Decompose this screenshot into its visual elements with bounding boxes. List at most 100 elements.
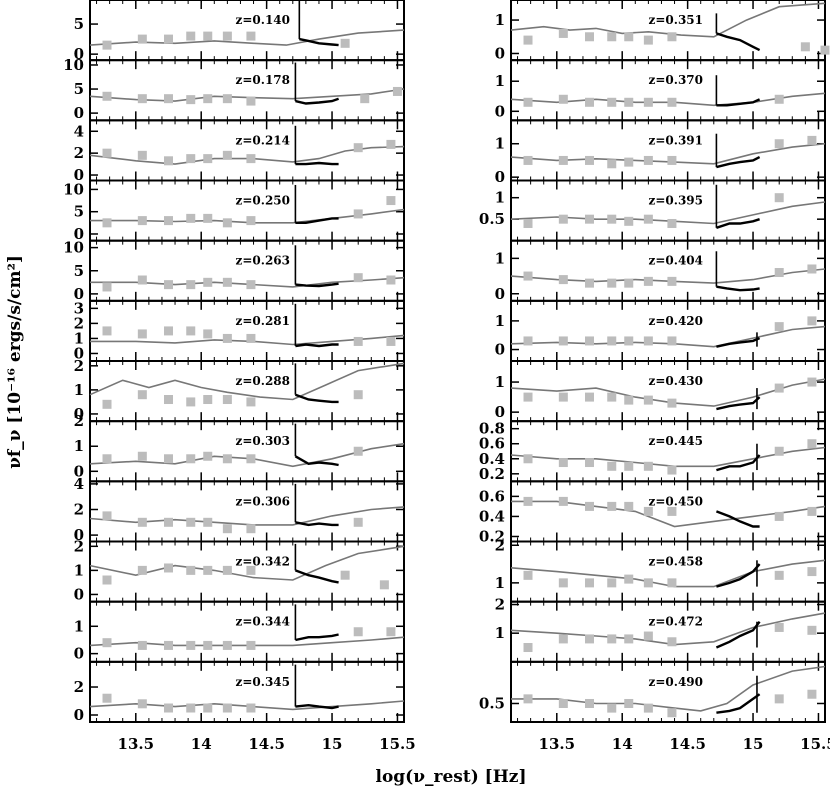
sed-panel: 0 1 z=0.420	[495, 299, 826, 363]
y-tick-label: 0.8	[479, 420, 505, 438]
spectrum-line	[295, 282, 339, 288]
photometry-point	[137, 94, 147, 104]
photometry-point	[203, 31, 213, 41]
photometry-point	[164, 703, 173, 713]
spectrum-line	[295, 217, 339, 224]
panel-frame	[510, 59, 826, 122]
photometry-point	[523, 694, 533, 704]
photometry-point	[102, 638, 112, 648]
redshift-label: z=0.345	[236, 675, 290, 689]
y-tick-label: 0.4	[479, 450, 505, 468]
y-tick-label: 2	[74, 144, 84, 162]
photometry-point	[624, 395, 634, 405]
photometry-point	[624, 336, 634, 346]
spectrum-line	[294, 569, 339, 584]
redshift-label: z=0.490	[649, 675, 703, 689]
photometry-point	[643, 461, 653, 471]
photometry-point	[353, 390, 363, 400]
photometry-point	[246, 154, 256, 164]
photometry-point	[667, 97, 677, 107]
photometry-point	[186, 280, 196, 290]
photometry-point	[246, 216, 256, 226]
photometry-point	[353, 627, 363, 637]
photometry-point	[246, 280, 256, 290]
redshift-label: z=0.140	[236, 13, 290, 27]
photometry-point	[164, 216, 173, 226]
photometry-point	[667, 398, 677, 408]
model-curve	[89, 545, 405, 581]
y-tick-label: 1	[74, 561, 84, 579]
sed-panel: 1 2 z=0.458	[495, 536, 826, 603]
panel-frame	[510, 179, 826, 242]
photometry-point	[774, 322, 784, 332]
x-tick-label: 15.5	[800, 735, 830, 753]
y-tick-label: 1	[495, 312, 505, 330]
sed-panel: 0.5 z=0.490	[479, 660, 826, 723]
photometry-point	[807, 689, 817, 699]
spectrum-line	[716, 98, 761, 107]
photometry-point	[523, 155, 533, 165]
photometry-point	[102, 399, 112, 409]
photometry-point	[222, 524, 232, 534]
spectrum-line	[294, 455, 339, 467]
spectrum-line	[716, 285, 760, 292]
photometry-point	[353, 273, 363, 283]
redshift-label: z=0.370	[649, 73, 703, 87]
panel-frame	[510, 119, 826, 182]
photometry-point	[186, 213, 196, 223]
panel-frame	[89, 239, 405, 302]
photometry-point	[523, 35, 533, 45]
x-tick-label: 15	[743, 735, 764, 753]
photometry-point	[667, 155, 677, 165]
photometry-point	[246, 703, 256, 713]
photometry-point	[246, 397, 256, 407]
photometry-point	[246, 333, 256, 343]
photometry-point	[667, 578, 677, 588]
photometry-point	[558, 275, 568, 285]
photometry-point	[585, 501, 594, 511]
y-tick-label: 0	[495, 44, 505, 62]
photometry-point	[558, 578, 568, 588]
y-tick-label: 1	[495, 189, 505, 207]
photometry-point	[667, 336, 677, 346]
y-tick-label: 5	[74, 15, 84, 33]
redshift-label: z=0.472	[649, 615, 703, 629]
photometry-point	[585, 32, 594, 42]
photometry-point	[643, 395, 653, 405]
photometry-point	[607, 634, 617, 644]
photometry-point	[820, 45, 830, 55]
y-tick-label: 2	[74, 357, 84, 375]
y-tick-label: 0	[74, 405, 84, 423]
spectrum-line	[715, 620, 761, 649]
y-tick-label: 0	[495, 102, 505, 120]
photometry-point	[807, 506, 817, 516]
photometry-point	[624, 574, 634, 584]
panel-frame	[89, 59, 405, 122]
sed-panel: 0 2 z=0.345	[74, 660, 405, 724]
photometry-point	[558, 94, 568, 104]
photometry-point	[643, 35, 653, 45]
redshift-label: z=0.288	[236, 374, 290, 388]
photometry-point	[102, 454, 112, 464]
y-tick-label: 1	[495, 135, 505, 153]
photometry-point	[164, 94, 173, 104]
photometry-point	[222, 703, 232, 713]
sed-panel: 0 5 10 z=0.178	[63, 56, 405, 122]
photometry-point	[360, 94, 370, 104]
photometry-point	[624, 278, 634, 288]
spectrum-line	[295, 521, 339, 527]
photometry-point	[186, 703, 196, 713]
photometry-point	[222, 395, 232, 405]
photometry-point	[203, 640, 213, 650]
y-tick-label: 0	[74, 104, 84, 122]
sed-panel: 0 5 10 z=0.263	[63, 239, 405, 303]
y-axis-label: νf_ν [10⁻¹⁶ ergs/s/cm²]	[5, 255, 25, 469]
y-tick-label: 2	[74, 314, 84, 332]
photometry-point	[607, 461, 617, 471]
sed-panel: 0.2 0.4 0.6 z=0.450	[479, 480, 826, 545]
photometry-point	[774, 268, 784, 278]
photometry-point	[558, 634, 568, 644]
photometry-point	[667, 506, 677, 516]
y-tick-label: 2	[495, 536, 505, 554]
panel-frame	[89, 0, 405, 62]
